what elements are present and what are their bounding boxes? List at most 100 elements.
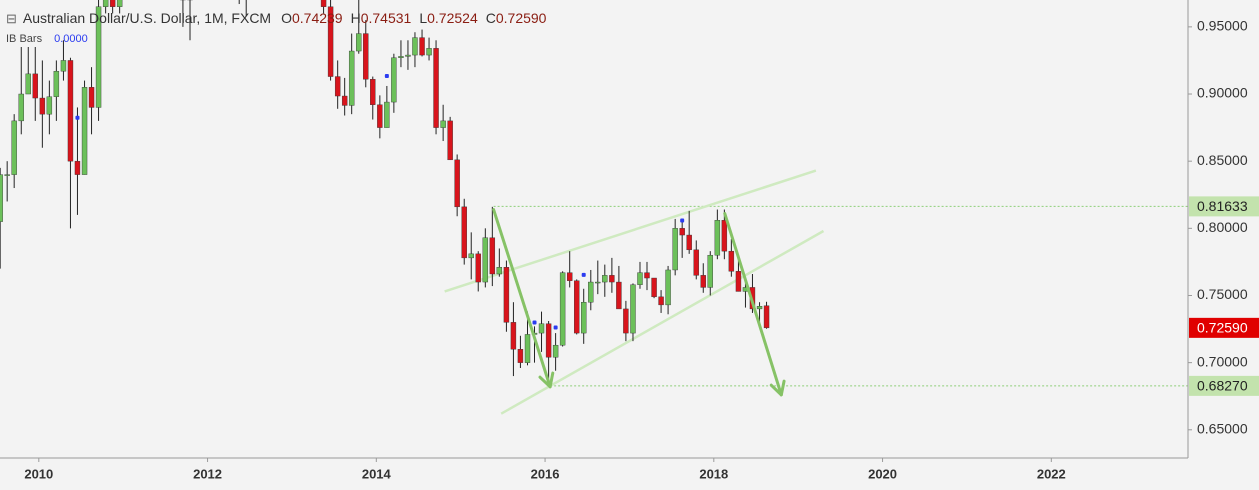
ohlc-values: O0.74239 H0.74531 L0.72524 C0.72590	[281, 10, 554, 26]
candle-body	[721, 220, 728, 252]
candle-body	[412, 37, 418, 56]
candle-body	[763, 305, 770, 329]
candle-body	[419, 37, 425, 56]
candle-body	[426, 48, 432, 56]
candle-body	[11, 120, 17, 175]
candle-body	[714, 220, 721, 256]
price-tag-label: 0.68270	[1197, 378, 1248, 394]
candle-body	[398, 56, 404, 58]
candle-body	[25, 73, 31, 95]
candle-body	[327, 6, 334, 77]
y-tick-label: 0.65000	[1197, 420, 1248, 436]
plot-layer	[0, 0, 1188, 415]
ib-marker	[553, 325, 558, 330]
ohlc-label: O	[281, 10, 292, 26]
ib-marker	[680, 218, 685, 223]
candle-body	[735, 271, 742, 292]
indicator-name[interactable]: IB Bars	[6, 33, 43, 45]
candle-body	[405, 54, 411, 57]
ohlc-label: C	[485, 10, 496, 26]
candle-body	[348, 50, 355, 106]
candle-body	[81, 87, 88, 175]
candle-body	[447, 120, 453, 161]
y-tick-label: 0.85000	[1197, 152, 1248, 168]
y-tick-label: 0.75000	[1197, 286, 1248, 302]
price-tag	[1189, 375, 1259, 396]
candle-body	[391, 57, 397, 103]
candle-body	[679, 228, 685, 236]
candle-body	[60, 60, 67, 72]
candle-body	[67, 60, 74, 162]
candle-body	[384, 101, 390, 128]
arrow	[723, 212, 783, 397]
candle-body	[4, 174, 10, 176]
ohlc-value: 0.72524	[427, 10, 478, 26]
candle-body	[46, 96, 53, 115]
candle-body	[95, 6, 102, 108]
candle-body	[581, 301, 587, 334]
candle-body	[545, 323, 552, 358]
candle-body	[602, 275, 608, 283]
candle-body	[74, 160, 81, 175]
candle-body	[686, 234, 692, 251]
x-tick-label: 2022	[1037, 466, 1066, 481]
arrow-head	[538, 371, 555, 389]
candle-body	[440, 120, 446, 128]
candle-body	[320, 0, 327, 7]
trendline	[500, 229, 825, 415]
candle-body	[482, 237, 489, 283]
candle-body	[616, 281, 622, 310]
candle-body	[595, 281, 601, 284]
x-tick-label: 2012	[193, 466, 222, 481]
ib-marker	[532, 320, 537, 325]
candle-body	[623, 308, 629, 334]
x-tick-label: 2016	[531, 466, 560, 481]
price-tag-label: 0.81633	[1197, 198, 1248, 214]
candle-body	[756, 306, 763, 310]
candle-body	[88, 87, 95, 108]
candle-body	[356, 33, 362, 52]
ib-marker	[75, 115, 80, 120]
candle-body	[32, 73, 38, 99]
header: ⊟ Australian Dollar/U.S. Dollar, 1M, FXCM…	[6, 10, 554, 27]
candle-body	[0, 174, 3, 222]
ib-marker	[581, 272, 586, 277]
candle-body	[377, 104, 383, 128]
arrow-head	[769, 379, 786, 397]
candle-body	[651, 277, 657, 298]
candle-body	[567, 272, 573, 281]
candle-body	[39, 97, 46, 115]
x-tick-label: 2018	[699, 466, 728, 481]
price-tag-label: 0.72590	[1197, 320, 1248, 336]
candle-body	[552, 344, 559, 358]
candle-body	[609, 275, 615, 283]
candle-body	[334, 76, 341, 97]
candle-body	[102, 0, 109, 7]
ohlc-label: H	[350, 10, 361, 26]
price-tag	[1189, 317, 1259, 338]
candle-body	[363, 33, 369, 80]
candle-body	[588, 281, 594, 303]
candle-body	[559, 272, 566, 346]
candle-body	[574, 280, 580, 334]
candle-body	[630, 284, 636, 334]
y-tick-label: 0.80000	[1197, 219, 1248, 235]
candle-body	[644, 272, 650, 279]
x-tick-label: 2010	[24, 466, 53, 481]
candle-body	[658, 296, 664, 306]
indicator-value: 0.0000	[54, 33, 88, 45]
x-tick-label: 2014	[362, 466, 392, 481]
candle-body	[728, 250, 735, 272]
candle-body	[496, 267, 503, 275]
candle-body	[538, 323, 545, 334]
candle-body	[707, 254, 713, 288]
arrow	[492, 208, 552, 389]
candle-body	[433, 48, 439, 128]
candle-body	[370, 79, 376, 105]
candle-body	[672, 228, 678, 271]
collapse-icon[interactable]: ⊟	[6, 11, 17, 26]
candle-body	[510, 322, 517, 350]
candle-body	[109, 0, 116, 7]
y-tick-label: 0.95000	[1197, 18, 1248, 34]
